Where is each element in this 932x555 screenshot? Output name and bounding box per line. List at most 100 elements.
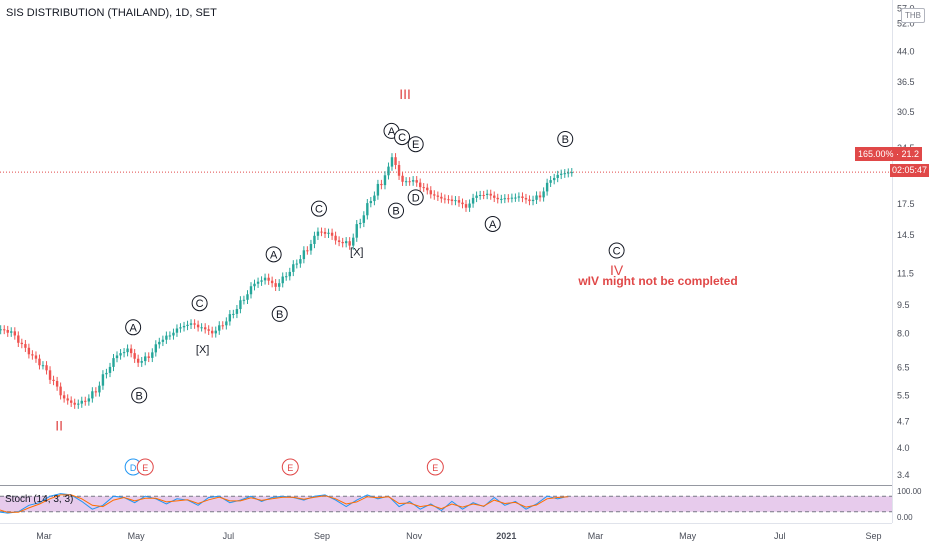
candle-body	[77, 403, 80, 405]
candle-body	[295, 263, 298, 265]
candle-body	[535, 195, 538, 200]
price-percent: 165.00%	[858, 149, 894, 159]
candle-body	[267, 277, 270, 281]
candle-body	[239, 300, 242, 310]
price-tick-label: 36.5	[897, 77, 915, 87]
candle-body	[87, 398, 91, 402]
candle-body	[17, 335, 20, 343]
candle-body	[175, 328, 179, 333]
candle-body	[31, 354, 34, 356]
candle-body	[105, 372, 108, 375]
wave-circle	[394, 129, 411, 146]
candle-body	[34, 355, 38, 359]
candle-body	[415, 180, 418, 183]
candle-body	[323, 231, 327, 234]
time-tick-label: Jul	[223, 531, 235, 541]
candle-body	[203, 327, 207, 330]
candle-body	[521, 196, 524, 198]
candle-body	[330, 232, 334, 236]
candle-body	[260, 280, 263, 282]
candle-body	[538, 195, 542, 198]
time-tick-label: 2021	[496, 531, 516, 541]
candle-body	[69, 400, 73, 403]
candle-body	[563, 173, 566, 175]
candle-body	[359, 222, 362, 225]
candle-body	[242, 299, 246, 301]
event-marker-label: D	[130, 463, 137, 473]
candle-body	[179, 327, 182, 329]
wave-circle	[125, 319, 142, 336]
candle-body	[115, 355, 119, 359]
wave-circle-label: C	[398, 132, 406, 144]
candle-body	[327, 232, 330, 234]
candle-body	[196, 324, 200, 328]
candle-body	[524, 197, 528, 200]
candle-body	[302, 250, 306, 260]
candle-body	[348, 241, 351, 246]
candle-body	[517, 196, 521, 198]
price-tick-label: 52.0	[897, 19, 915, 29]
wave-bracket-label: [X]	[196, 344, 209, 356]
candle-body	[369, 201, 373, 204]
currency-badge[interactable]: THB	[901, 8, 925, 23]
candle-body	[366, 203, 369, 216]
price-tick-label: 17.5	[897, 199, 915, 209]
candle-body	[507, 198, 510, 200]
wave-circle	[608, 242, 625, 259]
candle-body	[161, 339, 165, 342]
time-tick-label: Nov	[406, 531, 423, 541]
wave-circle-label: B	[136, 390, 143, 402]
candle-body	[411, 180, 415, 182]
candle-body	[503, 198, 507, 200]
candle-body	[457, 200, 461, 203]
candle-body	[397, 165, 401, 176]
candle-body	[285, 276, 288, 278]
candle-body	[38, 358, 41, 366]
candle-body	[24, 344, 27, 348]
candle-body	[341, 241, 344, 244]
candle-body	[249, 286, 253, 295]
wave-circle-label: B	[562, 134, 569, 146]
event-marker-label: E	[142, 463, 148, 473]
candle-body	[464, 204, 468, 208]
candle-body	[10, 331, 13, 333]
chart-title: SIS DISTRIBUTION (THAILAND), 1D, SET	[6, 7, 217, 19]
candle-body	[73, 402, 76, 405]
candle-body	[496, 197, 499, 200]
candle-body	[214, 330, 217, 334]
candle-body	[256, 281, 260, 284]
time-tick-label: Jul	[774, 531, 786, 541]
candle-body	[189, 323, 193, 325]
wave-circle	[484, 215, 501, 232]
candle-body	[158, 341, 161, 345]
candle-body	[440, 196, 443, 199]
candle-body	[270, 280, 274, 284]
candle-body	[316, 231, 320, 236]
candle-body	[207, 329, 210, 331]
wave-circle	[407, 136, 424, 153]
candle-body	[313, 235, 316, 244]
candle-body	[559, 173, 563, 175]
wave-circle-label: A	[270, 249, 278, 261]
candle-body	[567, 172, 570, 174]
candle-body	[362, 215, 366, 223]
candle-body	[228, 314, 232, 322]
candle-body	[165, 335, 168, 340]
candle-body	[570, 172, 573, 174]
wave-circle-label: C	[196, 298, 204, 310]
price-tick-label: 44.0	[897, 46, 915, 56]
candle-body	[394, 157, 397, 166]
time-tick-label: Sep	[865, 531, 881, 541]
candle-body	[172, 332, 175, 336]
candle-body	[450, 199, 454, 202]
candle-body	[542, 191, 545, 198]
candle-body	[119, 353, 122, 356]
wave-circle-label: A	[129, 322, 137, 334]
candle-body	[426, 187, 429, 191]
time-tick-label: May	[679, 531, 697, 541]
candle-body	[55, 380, 59, 387]
candle-body	[468, 203, 471, 208]
